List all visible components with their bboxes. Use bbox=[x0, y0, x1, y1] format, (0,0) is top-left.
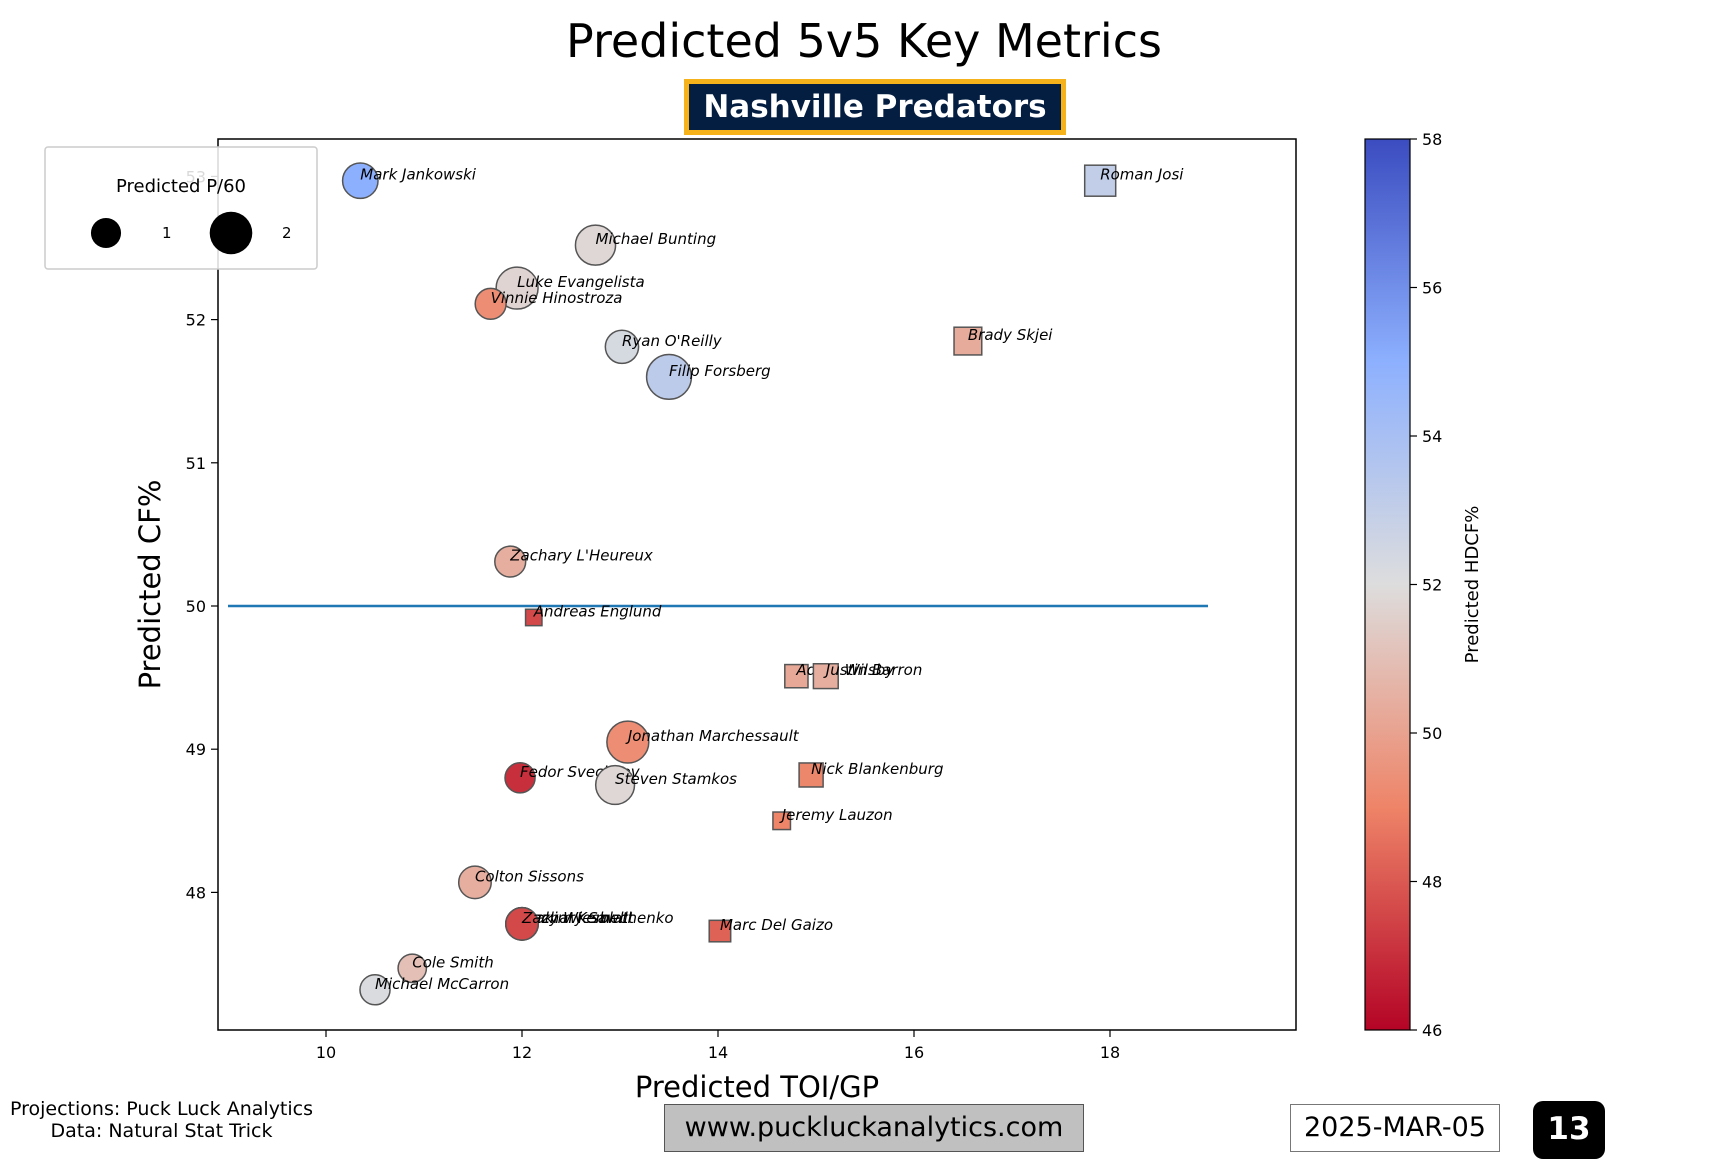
y-tick-label: 48 bbox=[186, 883, 206, 902]
y-axis-label: Predicted CF% bbox=[133, 480, 167, 690]
x-tick-label: 14 bbox=[708, 1043, 728, 1062]
data-point bbox=[784, 663, 809, 689]
colorbar-tick-label: 50 bbox=[1422, 724, 1442, 743]
point-label: Andreas Englund bbox=[533, 602, 662, 620]
colorbar-gradient bbox=[1364, 138, 1411, 1031]
x-tick-label: 10 bbox=[316, 1043, 336, 1062]
point-label: Luke Evangelista bbox=[517, 273, 645, 291]
point-label: Cole Smith bbox=[412, 953, 494, 971]
data-point bbox=[397, 953, 428, 984]
colorbar-tick-label: 46 bbox=[1422, 1021, 1442, 1040]
chart-title: Predicted 5v5 Key Metrics bbox=[566, 14, 1162, 68]
point-label: Mark Jankowski bbox=[360, 166, 477, 184]
legend-item-label: 1 bbox=[162, 224, 172, 242]
point-label: Jeremy Lauzon bbox=[779, 806, 893, 824]
point-label: Jonathan Marchessault bbox=[625, 727, 800, 745]
data-point bbox=[474, 287, 507, 321]
point-label: Zachary Sawchenko bbox=[521, 909, 674, 927]
point-label: Ozzy Wiesblatt bbox=[522, 909, 635, 927]
legend-title: Predicted P/60 bbox=[116, 176, 246, 197]
legend-marker bbox=[90, 217, 122, 249]
data-point bbox=[772, 811, 792, 831]
y-tick-label: 51 bbox=[186, 454, 206, 473]
size-legend: Predicted P/60 1 2 bbox=[44, 146, 318, 270]
x-tick-label: 12 bbox=[512, 1043, 532, 1062]
data-point bbox=[524, 608, 543, 627]
plot-frame bbox=[217, 138, 1297, 1031]
colorbar-tick-label: 52 bbox=[1422, 576, 1442, 595]
data-point bbox=[953, 326, 983, 356]
data-point bbox=[494, 545, 527, 578]
data-point bbox=[504, 762, 536, 794]
point-label: Nick Blankenburg bbox=[811, 760, 943, 778]
y-tick-label: 49 bbox=[186, 740, 206, 759]
point-label: Roman Josi bbox=[1100, 166, 1184, 184]
x-tick-label: 16 bbox=[904, 1043, 924, 1062]
point-label: Michael Bunting bbox=[596, 230, 717, 248]
page-number-badge: 13 bbox=[1533, 1101, 1605, 1159]
point-label: Brady Skjei bbox=[968, 326, 1053, 344]
point-label: Vinnie Hinostroza bbox=[491, 289, 623, 307]
data-point bbox=[457, 865, 492, 900]
team-badge: Nashville Predators bbox=[684, 79, 1066, 135]
data-point bbox=[1083, 164, 1117, 197]
point-label: Colton Sissons bbox=[475, 867, 584, 885]
x-axis-label: Predicted TOI/GP bbox=[635, 1070, 879, 1104]
data-point bbox=[495, 266, 539, 310]
data-credit: Data: Natural Stat Trick bbox=[50, 1120, 273, 1142]
data-point bbox=[645, 353, 693, 401]
data-point bbox=[574, 224, 617, 266]
point-label: Filip Forsberg bbox=[669, 362, 771, 380]
legend-item-label: 2 bbox=[282, 224, 292, 242]
data-point bbox=[594, 764, 636, 806]
colorbar-tick-label: 56 bbox=[1422, 279, 1442, 298]
data-point bbox=[798, 762, 824, 788]
point-label: Steven Stamkos bbox=[615, 770, 737, 788]
data-point bbox=[604, 329, 640, 365]
colorbar-label: Predicted HDCF% bbox=[1462, 506, 1483, 664]
data-point bbox=[359, 973, 391, 1006]
point-label: Justin Barron bbox=[823, 661, 923, 679]
point-label: Zachary L'Heureux bbox=[509, 547, 653, 565]
point-label: Marc Del Gaizo bbox=[720, 916, 833, 934]
legend-marker bbox=[209, 211, 253, 255]
colorbar-tick-label: 48 bbox=[1422, 873, 1442, 892]
data-point bbox=[505, 906, 539, 941]
legend-box bbox=[44, 146, 318, 270]
point-label: Joakim Kemell bbox=[519, 909, 629, 927]
colorbar-tick-label: 54 bbox=[1422, 427, 1442, 446]
footer-credits: Projections: Puck Luck Analytics Data: N… bbox=[10, 1098, 313, 1142]
data-point bbox=[812, 663, 839, 690]
projections-credit: Projections: Puck Luck Analytics bbox=[10, 1098, 314, 1120]
point-label: Michael McCarron bbox=[375, 975, 509, 993]
date-label: 2025-MAR-05 bbox=[1290, 1104, 1500, 1152]
y-tick-label: 50 bbox=[186, 597, 206, 616]
website-label: www.puckluckanalytics.com bbox=[664, 1104, 1084, 1152]
data-point bbox=[708, 919, 732, 943]
colorbar: 46 48 50 52 54 56 58 Predicted HDCF% bbox=[1364, 130, 1483, 1040]
data-point bbox=[606, 720, 650, 764]
x-tick-label: 18 bbox=[1100, 1043, 1120, 1062]
point-label: Ryan O'Reilly bbox=[622, 332, 723, 350]
y-tick-label: 52 bbox=[186, 311, 206, 330]
colorbar-tick-label: 58 bbox=[1422, 130, 1442, 149]
data-point bbox=[341, 162, 379, 200]
